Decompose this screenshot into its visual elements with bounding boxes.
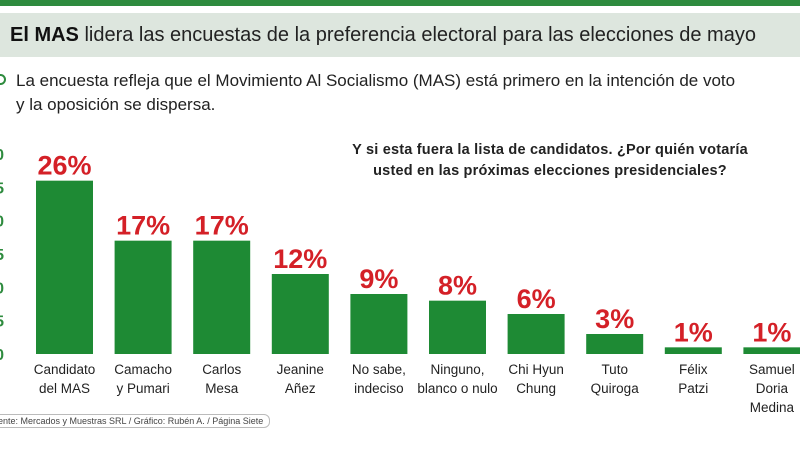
value-label: 3% — [595, 304, 634, 334]
y-tick-label: 0 — [0, 214, 4, 231]
category-label: Candidato — [34, 362, 96, 377]
bullet-icon — [0, 74, 6, 85]
category-label: Camacho — [114, 362, 172, 377]
bar — [114, 240, 172, 354]
bar — [350, 294, 408, 354]
y-tick-label: 5 — [0, 314, 4, 331]
y-tick-label: 0 — [0, 280, 4, 297]
question-line-2: usted en las próximas elecciones preside… — [373, 163, 727, 179]
intro-text: La encuesta refleja que el Movimiento Al… — [16, 69, 796, 117]
y-tick-label: 5 — [0, 247, 4, 264]
category-label: Carlos — [202, 362, 241, 377]
value-label: 1% — [674, 317, 713, 347]
source-credit: uente: Mercados y Muestras SRL / Gráfico… — [0, 414, 271, 428]
y-tick-label: 5 — [0, 180, 4, 197]
value-label: 8% — [438, 271, 477, 301]
top-rule — [0, 0, 800, 6]
bar — [664, 347, 722, 354]
category-label: Ninguno, — [430, 362, 484, 377]
bar — [507, 314, 565, 354]
bar — [429, 300, 486, 354]
category-label: blanco o nulo — [417, 381, 497, 396]
chart-question: Y si esta fuera la lista de candidatos. … — [290, 140, 800, 182]
header-band — [0, 13, 800, 57]
bar — [586, 334, 644, 354]
header-title: El MAS lidera las encuestas de la prefer… — [10, 24, 756, 47]
question-line-1: Y si esta fuera la lista de candidatos. … — [352, 142, 748, 158]
category-label: Jeanine — [277, 362, 324, 377]
category-label: Añez — [285, 381, 316, 396]
value-label: 17% — [195, 211, 249, 241]
category-label: Patzi — [678, 381, 708, 396]
bar — [36, 180, 93, 354]
category-label: Tuto — [601, 362, 628, 377]
category-label: y Pumari — [116, 381, 169, 396]
category-label: Chi Hyun — [508, 362, 564, 377]
category-label: Medina — [750, 400, 795, 415]
intro-line-1: La encuesta refleja que el Movimiento Al… — [16, 71, 736, 90]
category-label: Doria — [756, 381, 789, 396]
value-label: 17% — [116, 211, 170, 241]
bar — [743, 347, 800, 354]
value-label: 9% — [359, 264, 398, 294]
category-label: Samuel — [749, 362, 795, 377]
header-title-rest: lidera las encuestas de la preferencia e… — [78, 24, 756, 46]
category-label: No sabe, — [352, 362, 406, 377]
category-label: indeciso — [354, 381, 404, 396]
header-title-bold: El MAS — [10, 24, 79, 46]
value-label: 26% — [37, 151, 91, 181]
value-label: 1% — [752, 317, 791, 347]
category-label: Félix — [679, 362, 708, 377]
category-label: del MAS — [39, 381, 90, 396]
category-label: Chung — [516, 381, 556, 396]
y-tick-label: 0 — [0, 147, 4, 164]
bar — [271, 274, 329, 354]
category-label: Quiroga — [591, 381, 640, 396]
value-label: 6% — [517, 284, 556, 314]
intro-line-2: y la oposición se dispersa. — [16, 95, 216, 114]
y-tick-label: 0 — [0, 347, 4, 364]
bar — [193, 240, 251, 354]
category-label: Mesa — [205, 381, 239, 396]
value-label: 12% — [273, 244, 327, 274]
